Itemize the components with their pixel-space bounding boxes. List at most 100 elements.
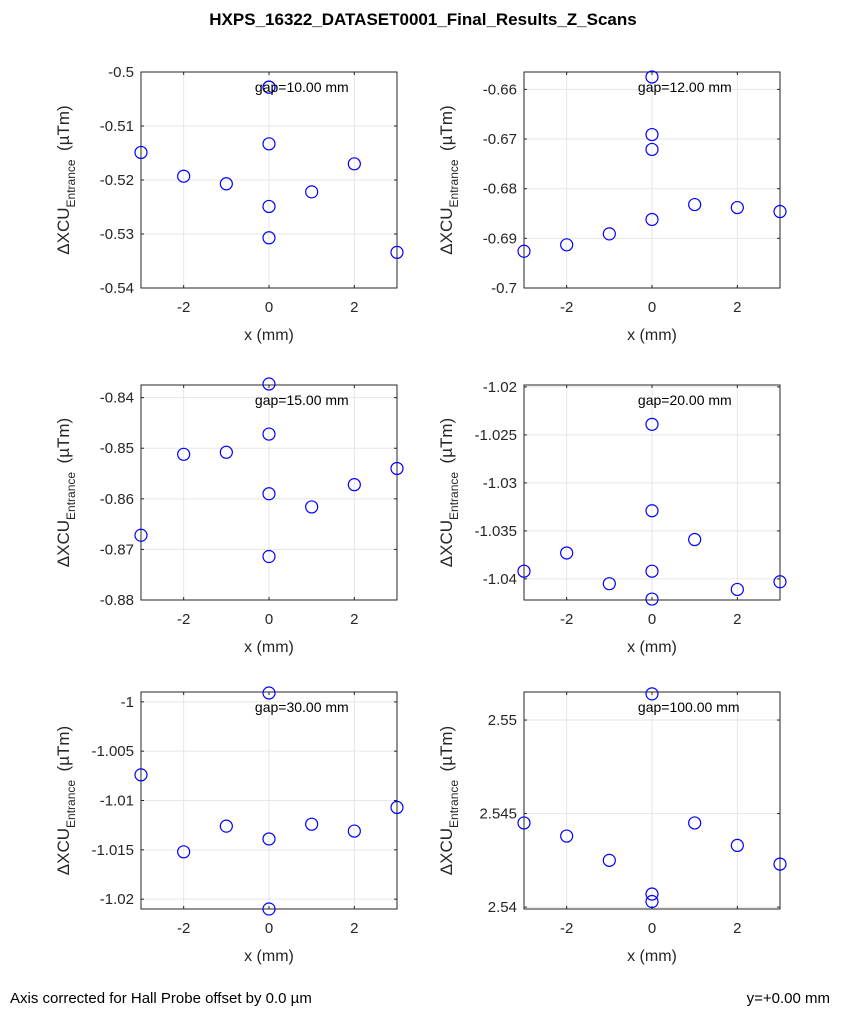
gap-annotation: gap=12.00 mm [638,79,732,95]
y-axis-label: ΔXCUEntrance (µTm) [54,726,78,875]
footer-y-position: y=+0.00 mm [746,990,830,1007]
data-point [262,231,276,245]
data-point [390,461,404,476]
x-tick-label: -2 [177,920,190,937]
x-tick-label: -2 [560,611,573,628]
x-tick-label: 0 [265,920,273,937]
x-axis-label: x (mm) [244,639,294,656]
y-tick-label: -0.84 [100,390,134,407]
x-tick-label: -2 [177,299,190,316]
data-point [730,838,744,852]
data-point [517,816,531,830]
y-tick-label: -0.51 [100,118,134,135]
footer-note: Axis corrected for Hall Probe offset by … [10,990,312,1007]
data-point [688,532,702,547]
x-tick-label: 0 [265,611,273,628]
data-point [219,819,233,833]
x-axis-label: x (mm) [627,327,677,344]
data-point [262,549,276,564]
y-axis-label: ΔXCUEntrance (µTm) [437,418,461,567]
y-axis-label: ΔXCUEntrance (µTm) [54,418,78,567]
gap-annotation: gap=20.00 mm [638,392,732,408]
gap-annotation: gap=15.00 mm [255,392,349,408]
x-tick-label: -2 [560,920,573,937]
subplot-4: -2 0 2 -1.04 -1.035 -1.03 -1.025 -1.02 x (mm) ΔXC… [437,379,787,656]
data-point [262,487,276,501]
data-point [645,564,659,578]
data-point [262,427,276,441]
y-tick-label: -0.69 [483,230,517,247]
y-tick-label: -0.53 [100,226,134,243]
data-point [517,564,531,578]
data-point [602,853,616,867]
y-axis-label: ΔXCUEntrance (µTm) [54,105,78,254]
y-tick-label: -0.87 [100,541,134,558]
data-point [645,504,659,518]
subplot-5: -2 0 2 -1.02 -1.015 -1.01 -1.005 -1 x (mm) ΔXCUEn… [54,686,404,965]
data-point [773,857,787,871]
data-point [560,238,574,252]
data-point [347,478,361,492]
data-point [688,816,702,830]
y-tick-label: -0.54 [100,280,134,297]
data-point [517,244,531,258]
x-axis-label: x (mm) [627,639,677,656]
data-point [390,800,404,815]
x-tick-label: 0 [648,611,656,628]
data-point [602,577,616,591]
y-tick-label: 2.545 [479,806,517,823]
x-axis-label: x (mm) [244,327,294,344]
x-tick-label: 2 [733,299,741,316]
data-point [177,447,191,461]
figure-title: HXPS_16322_DATASET0001_Final_Results_Z_S… [209,10,637,29]
data-point [645,142,659,157]
y-tick-label: -0.5 [108,64,134,81]
y-tick-label: 2.54 [488,899,517,916]
subplot-3: -2 0 2 -0.88 -0.87 -0.86 -0.85 -0.84 x (mm) ΔXCUE… [54,377,404,656]
data-point [262,832,276,846]
data-point [347,157,361,171]
data-point [305,500,319,514]
data-point [177,845,191,859]
data-point [645,894,659,909]
y-tick-label: -1 [121,694,134,711]
data-point [688,197,702,212]
x-tick-label: 2 [350,299,358,316]
y-axis-label: ΔXCUEntrance (µTm) [437,105,461,254]
x-tick-label: 2 [733,920,741,937]
data-point [645,687,659,701]
data-point [560,546,574,560]
data-point [390,245,404,259]
data-point [645,592,659,606]
data-point [645,212,659,227]
data-point [219,177,233,191]
y-tick-label: -0.67 [483,131,517,148]
y-tick-label: -1.03 [483,475,517,492]
y-tick-label: -1.015 [91,842,134,859]
data-point [262,686,276,700]
data-point [773,204,787,219]
data-point [645,887,659,901]
x-tick-label: 0 [265,299,273,316]
x-tick-label: -2 [560,299,573,316]
x-axis-label: x (mm) [244,948,294,965]
data-point [347,824,361,838]
data-point [560,829,574,843]
y-tick-label: -0.86 [100,491,134,508]
y-tick-label: -0.88 [100,592,134,609]
subplot-2: -2 0 2 -0.7 -0.69 -0.68 -0.67 -0.66 x (mm) ΔXCUEn… [437,70,787,344]
gap-annotation: gap=10.00 mm [255,79,349,95]
gap-annotation: gap=30.00 mm [255,699,349,715]
data-point [134,768,148,782]
x-tick-label: 0 [648,299,656,316]
data-point [134,528,148,542]
y-tick-label: -1.01 [100,793,134,810]
y-tick-label: -1.02 [483,379,517,396]
y-tick-label: -1.02 [100,891,134,908]
subplot-1: -2 0 2 -0.54 -0.53 -0.52 -0.51 -0.5 x (mm) ΔXCUEn… [54,64,404,344]
data-point [730,582,744,597]
y-axis-label: ΔXCUEntrance (µTm) [437,726,461,875]
data-point [262,80,276,94]
data-point [773,575,787,589]
x-tick-label: -2 [177,611,190,628]
